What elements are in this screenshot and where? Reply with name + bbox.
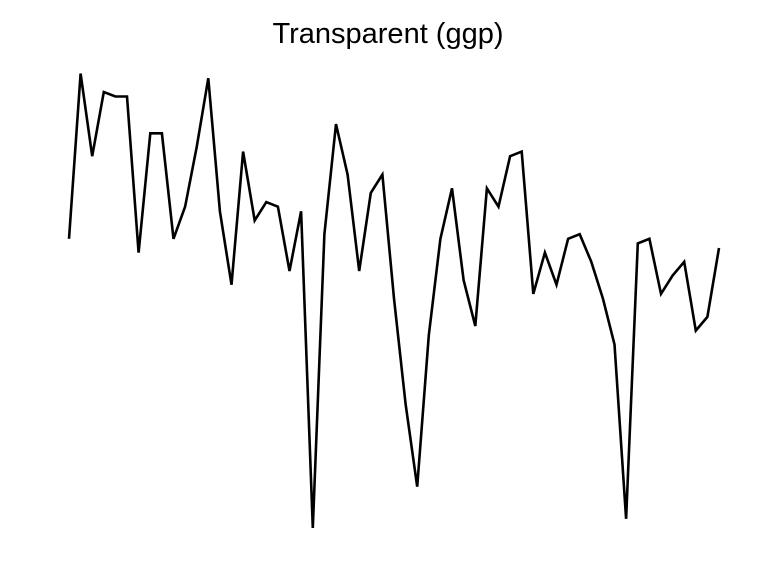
series-line-1 <box>67 73 721 529</box>
chart-title: Transparent (ggp) <box>272 18 503 50</box>
plot-area <box>67 73 721 529</box>
